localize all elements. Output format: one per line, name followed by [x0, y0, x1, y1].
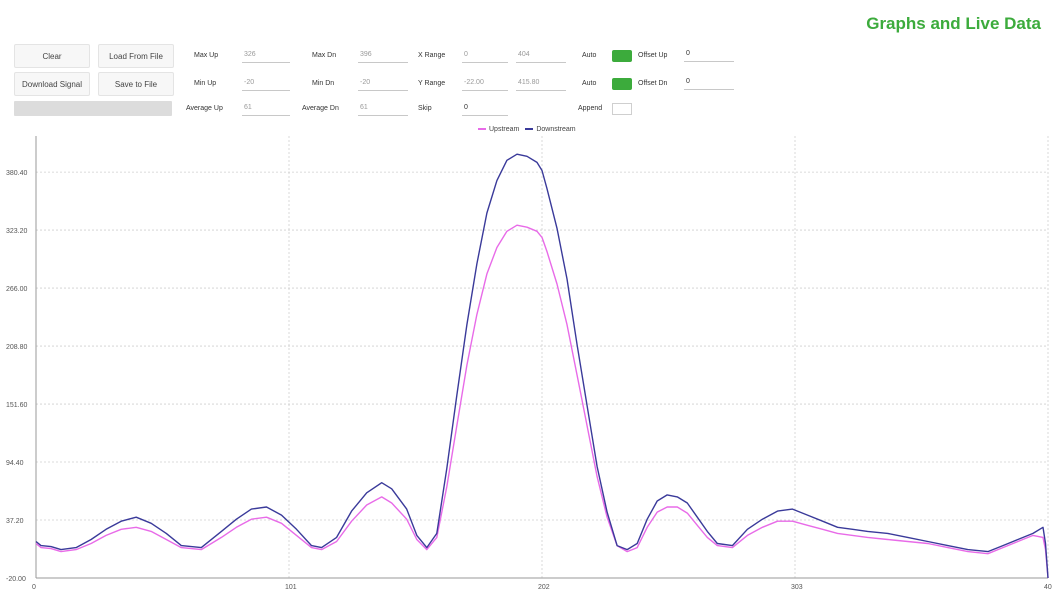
legend-upstream-swatch: [478, 128, 486, 131]
min-dn-label: Min Dn: [312, 80, 335, 87]
legend-downstream: Downstream: [525, 126, 576, 133]
load-from-file-button[interactable]: Load From File: [98, 44, 174, 68]
x-tick-label: 0: [32, 584, 36, 591]
append-checkbox[interactable]: [612, 103, 632, 115]
series-line-downstream: [35, 153, 1049, 579]
average-up-label: Average Up: [186, 105, 223, 112]
average-up-field: 61: [242, 102, 290, 116]
y-range-min-input[interactable]: -22.00: [462, 77, 508, 91]
x-tick-label: 40: [1044, 584, 1052, 591]
progress-bar: [14, 101, 172, 116]
save-to-file-button[interactable]: Save to File: [98, 72, 174, 96]
offset-dn-label: Offset Dn: [638, 80, 668, 87]
legend-downstream-swatch: [525, 128, 534, 131]
average-dn-label: Average Dn: [302, 105, 339, 112]
offset-dn-input[interactable]: 0: [684, 76, 734, 90]
chart-legend: Upstream Downstream: [478, 126, 576, 133]
offset-up-input[interactable]: 0: [684, 48, 734, 62]
y-tick-label: 37.20: [6, 518, 24, 525]
auto-toggle-1[interactable]: [612, 50, 632, 62]
y-tick-label: 94.40: [6, 460, 24, 467]
auto-label-2: Auto: [582, 80, 597, 87]
min-up-field: -20: [242, 77, 290, 91]
x-tick-label: 202: [538, 584, 550, 591]
auto-label-1: Auto: [582, 52, 597, 59]
x-range-max-input[interactable]: 404: [516, 49, 566, 63]
y-tick-label: 208.80: [6, 344, 28, 351]
x-tick-label: 101: [285, 584, 297, 591]
average-dn-field: 61: [358, 102, 408, 116]
y-tick-label: 266.00: [6, 286, 28, 293]
append-label: Append: [578, 105, 603, 112]
min-up-label: Min Up: [194, 80, 217, 87]
y-range-max-input[interactable]: 415.80: [516, 77, 566, 91]
min-dn-field: -20: [358, 77, 408, 91]
legend-upstream: Upstream: [478, 126, 519, 133]
page-title: Graphs and Live Data: [866, 14, 1041, 33]
x-range-min-input[interactable]: 0: [462, 49, 508, 63]
legend-upstream-label: Upstream: [489, 126, 520, 133]
max-up-label: Max Up: [194, 52, 219, 59]
auto-toggle-2[interactable]: [612, 78, 632, 90]
max-up-field: 326: [242, 49, 290, 63]
max-dn-label: Max Dn: [312, 52, 337, 59]
skip-label: Skip: [418, 105, 432, 112]
legend-downstream-label: Downstream: [536, 126, 576, 133]
y-tick-label: 380.40: [6, 170, 28, 177]
series-line-upstream: [35, 224, 1049, 579]
clear-button[interactable]: Clear: [14, 44, 90, 68]
y-tick-label: 151.60: [6, 402, 28, 409]
skip-input[interactable]: 0: [462, 102, 508, 116]
x-tick-label: 303: [791, 584, 803, 591]
y-tick-label: -20.00: [6, 576, 26, 583]
download-signal-button[interactable]: Download Signal: [14, 72, 90, 96]
y-range-label: Y Range: [418, 80, 446, 87]
offset-up-label: Offset Up: [638, 52, 668, 59]
x-range-label: X Range: [418, 52, 446, 59]
max-dn-field: 396: [358, 49, 408, 63]
y-tick-label: 323.20: [6, 228, 28, 235]
